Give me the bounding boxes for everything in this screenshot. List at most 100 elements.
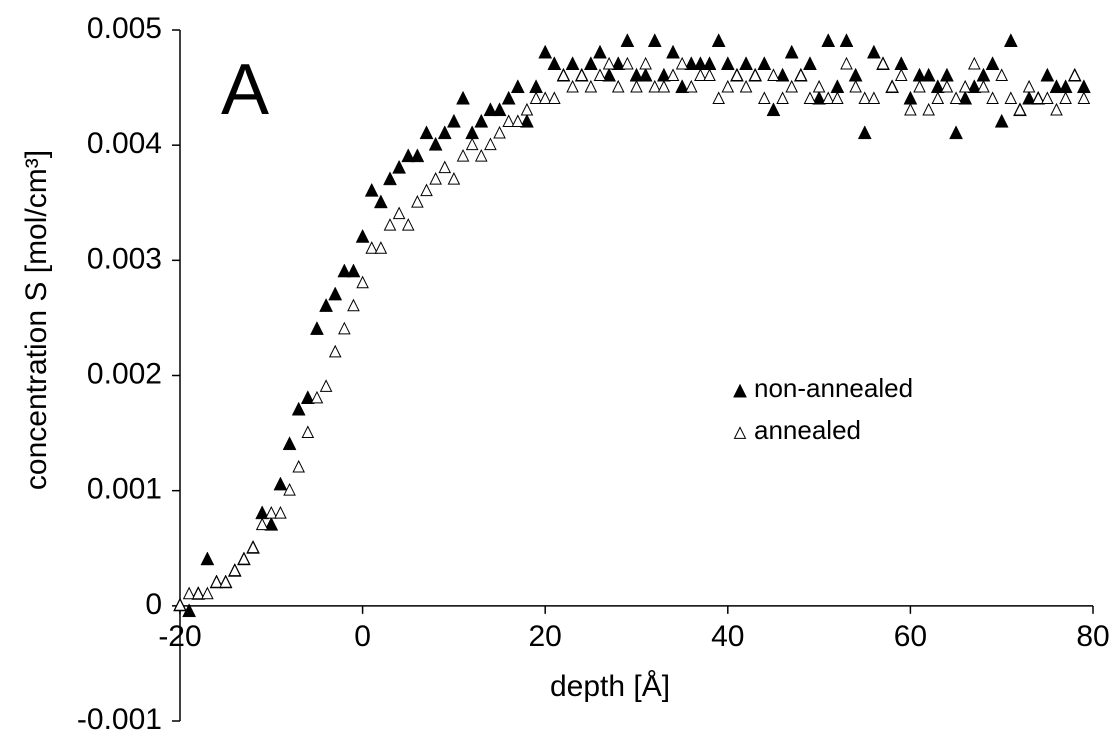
- data-point: [712, 91, 725, 104]
- data-point: [584, 79, 598, 93]
- data-point: [1013, 102, 1027, 116]
- data-point: [338, 321, 351, 335]
- data-point: [657, 79, 671, 93]
- data-point: [456, 90, 470, 105]
- data-point: [940, 79, 954, 93]
- data-point: [538, 44, 553, 59]
- data-point: [483, 102, 498, 117]
- data-point: [200, 551, 215, 566]
- data-point: [283, 482, 296, 496]
- data-point: [885, 79, 899, 93]
- data-point: [739, 79, 753, 93]
- data-point: [675, 56, 689, 70]
- data-point: [803, 91, 817, 104]
- data-point: [684, 56, 699, 70]
- data-point: [1041, 91, 1054, 104]
- data-point: [994, 113, 1009, 128]
- data-point: [356, 275, 369, 289]
- data-point: [1077, 91, 1091, 104]
- data-point: [894, 56, 909, 70]
- data-point: [246, 540, 260, 554]
- data-point: [630, 79, 643, 93]
- legend-label: non-annealed: [754, 373, 913, 403]
- data-point: [720, 56, 735, 70]
- data-point: [684, 79, 698, 93]
- data-point: [328, 344, 342, 358]
- data-point: [949, 125, 963, 140]
- data-point: [922, 102, 935, 116]
- data-point: [319, 379, 333, 392]
- data-point: [949, 91, 963, 104]
- data-point: [575, 68, 589, 81]
- data-point: [328, 286, 343, 301]
- data-point: [401, 148, 416, 163]
- data-point: [310, 390, 324, 404]
- data-point: [621, 56, 634, 70]
- data-point: [903, 90, 918, 105]
- legend-marker: [733, 383, 747, 398]
- data-point: [529, 79, 543, 94]
- data-point: [191, 586, 205, 600]
- data-point: [465, 125, 480, 140]
- data-point: [849, 79, 862, 93]
- data-point: [757, 56, 772, 70]
- legend-label: annealed: [754, 415, 861, 445]
- data-point: [958, 90, 973, 105]
- data-point: [694, 68, 707, 81]
- data-point: [274, 505, 287, 519]
- data-point: [967, 79, 982, 94]
- data-point: [355, 228, 370, 243]
- data-point: [985, 56, 1000, 70]
- data-point: [821, 91, 835, 104]
- data-point: [383, 171, 397, 186]
- data-point: [711, 33, 726, 47]
- data-point: [904, 102, 917, 116]
- data-point: [420, 183, 433, 197]
- data-point: [392, 206, 406, 220]
- data-point: [1049, 79, 1064, 94]
- data-point: [511, 114, 525, 128]
- y-axis-title: concentration S [mol/cm³]: [20, 150, 53, 490]
- data-point: [346, 263, 361, 278]
- data-point: [1022, 90, 1036, 105]
- data-point: [219, 575, 232, 588]
- data-point: [373, 194, 388, 209]
- data-point: [766, 102, 781, 117]
- data-point: [739, 56, 753, 70]
- data-point: [465, 137, 479, 151]
- data-point: [775, 67, 790, 82]
- data-point: [648, 79, 662, 93]
- data-point: [593, 44, 607, 59]
- data-point: [857, 125, 872, 140]
- data-point: [264, 516, 279, 531]
- data-point: [410, 148, 425, 163]
- y-tick-label: 0.001: [87, 473, 162, 506]
- data-point: [438, 160, 452, 174]
- data-point: [484, 137, 497, 151]
- y-tick-label: 0.005: [87, 12, 162, 45]
- data-point: [301, 425, 315, 438]
- data-point: [784, 44, 799, 59]
- data-point: [620, 33, 635, 47]
- data-point: [840, 56, 853, 70]
- data-point: [520, 102, 534, 116]
- data-point: [858, 91, 872, 104]
- data-point: [419, 125, 434, 140]
- data-point: [602, 56, 616, 70]
- data-point: [310, 321, 324, 335]
- data-point: [913, 79, 926, 93]
- data-point: [666, 44, 680, 59]
- x-tick-label: 60: [894, 620, 927, 653]
- data-point: [776, 91, 789, 104]
- y-tick-label: 0.003: [87, 242, 162, 275]
- data-point: [492, 102, 507, 117]
- data-point: [437, 125, 452, 140]
- data-point: [593, 68, 607, 81]
- data-point: [639, 56, 652, 70]
- data-point: [374, 241, 388, 254]
- data-point: [510, 79, 525, 94]
- data-point: [566, 79, 579, 93]
- data-point: [848, 67, 863, 82]
